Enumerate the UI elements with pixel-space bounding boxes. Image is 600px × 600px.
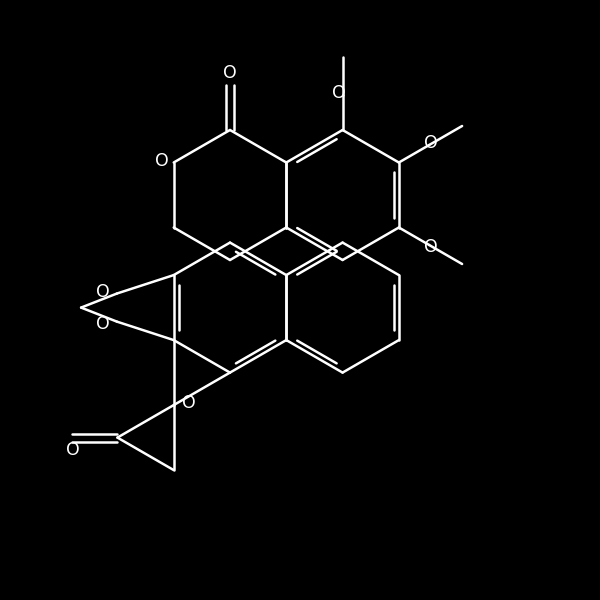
Text: O: O	[424, 238, 438, 256]
Text: O: O	[182, 394, 196, 412]
Text: O: O	[223, 64, 237, 82]
Text: O: O	[65, 440, 79, 458]
Text: O: O	[424, 134, 438, 152]
Text: O: O	[332, 84, 346, 102]
Text: O: O	[155, 151, 169, 169]
Text: O: O	[96, 314, 110, 332]
Text: O: O	[96, 283, 110, 301]
